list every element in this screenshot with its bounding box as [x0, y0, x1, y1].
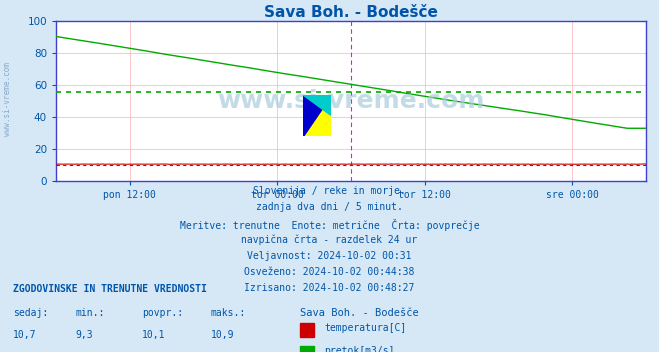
Text: 9,3: 9,3: [76, 330, 94, 340]
Text: navpična črta - razdelek 24 ur: navpična črta - razdelek 24 ur: [241, 234, 418, 245]
Title: Sava Boh. - Bodešče: Sava Boh. - Bodešče: [264, 5, 438, 20]
Text: temperatura[C]: temperatura[C]: [324, 323, 407, 333]
Text: Izrisano: 2024-10-02 00:48:27: Izrisano: 2024-10-02 00:48:27: [244, 283, 415, 293]
Text: zadnja dva dni / 5 minut.: zadnja dva dni / 5 minut.: [256, 202, 403, 213]
Text: sedaj:: sedaj:: [13, 308, 48, 318]
Text: 10,1: 10,1: [142, 330, 165, 340]
Text: min.:: min.:: [76, 308, 105, 318]
Text: maks.:: maks.:: [211, 308, 246, 318]
Text: Slovenija / reke in morje.: Slovenija / reke in morje.: [253, 187, 406, 196]
Text: Osveženo: 2024-10-02 00:44:38: Osveženo: 2024-10-02 00:44:38: [244, 267, 415, 277]
Text: pretok[m3/s]: pretok[m3/s]: [324, 346, 395, 352]
Text: ZGODOVINSKE IN TRENUTNE VREDNOSTI: ZGODOVINSKE IN TRENUTNE VREDNOSTI: [13, 284, 207, 294]
Polygon shape: [303, 95, 331, 136]
Bar: [300, 346, 314, 352]
Text: www.si-vreme.com: www.si-vreme.com: [217, 89, 484, 113]
Polygon shape: [303, 95, 331, 136]
Text: Meritve: trenutne  Enote: metrične  Črta: povprečje: Meritve: trenutne Enote: metrične Črta: …: [180, 219, 479, 231]
Text: www.si-vreme.com: www.si-vreme.com: [3, 62, 13, 136]
Text: 10,7: 10,7: [13, 330, 37, 340]
Text: 10,9: 10,9: [211, 330, 235, 340]
Text: povpr.:: povpr.:: [142, 308, 183, 318]
Polygon shape: [303, 95, 331, 115]
Text: Sava Boh. - Bodešče: Sava Boh. - Bodešče: [300, 308, 418, 318]
Text: Veljavnost: 2024-10-02 00:31: Veljavnost: 2024-10-02 00:31: [247, 251, 412, 260]
Bar: [300, 323, 314, 337]
